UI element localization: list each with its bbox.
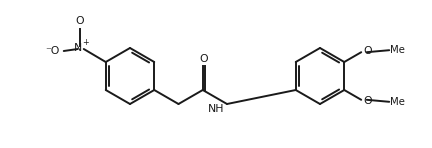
Text: Me: Me — [390, 45, 405, 55]
Text: Me: Me — [390, 97, 405, 107]
Text: N: N — [73, 43, 82, 53]
Text: ⁻O: ⁻O — [45, 46, 60, 56]
Text: +: + — [83, 37, 89, 46]
Text: NH: NH — [208, 104, 224, 114]
Text: O: O — [76, 16, 84, 26]
Text: O: O — [363, 46, 372, 56]
Text: O: O — [200, 54, 208, 64]
Text: O: O — [363, 96, 372, 106]
